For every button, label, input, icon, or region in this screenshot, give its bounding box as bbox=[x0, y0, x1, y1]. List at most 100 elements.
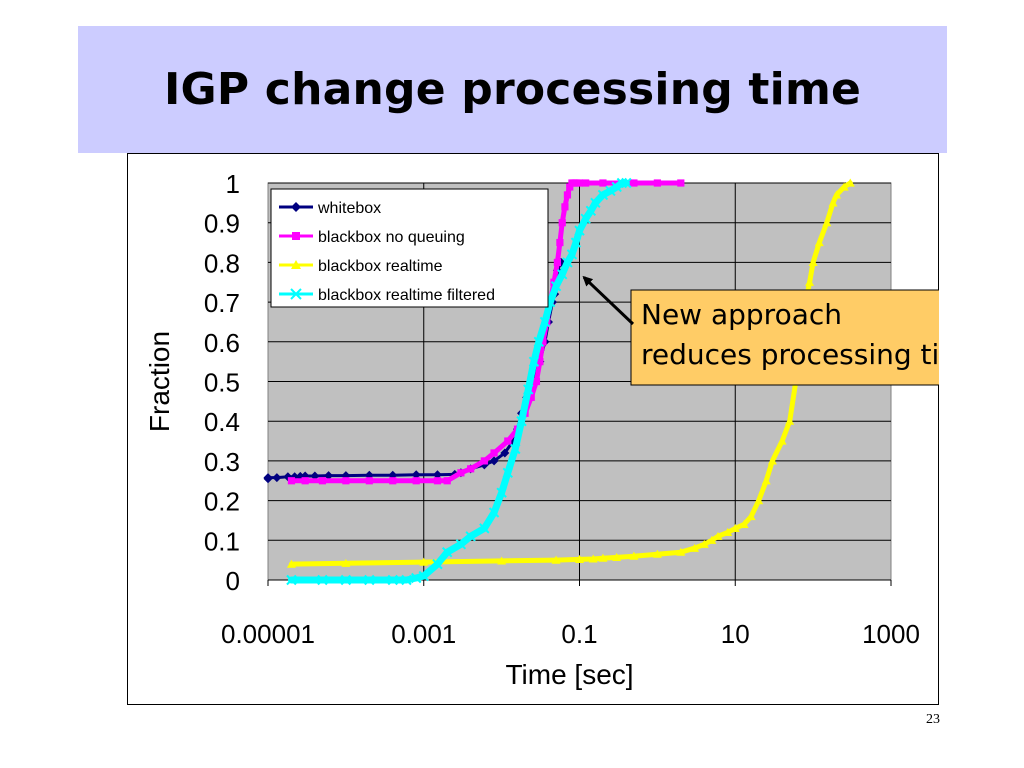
data-point bbox=[845, 178, 855, 187]
data-point bbox=[550, 278, 558, 286]
data-point bbox=[301, 477, 309, 485]
legend-label: blackbox no queuing bbox=[318, 229, 465, 246]
data-point bbox=[432, 558, 443, 570]
data-point bbox=[497, 556, 507, 565]
y-tick-label: 0.8 bbox=[204, 248, 240, 278]
data-point bbox=[516, 415, 527, 427]
data-point bbox=[566, 183, 574, 191]
data-point bbox=[730, 523, 740, 532]
x-tick-labels: 0.00001 0.001 0.1 10 1000 bbox=[221, 619, 920, 649]
series-4 bbox=[286, 177, 632, 586]
data-point bbox=[342, 477, 350, 485]
data-point bbox=[621, 177, 632, 189]
data-point bbox=[785, 416, 795, 425]
y-tick-label: 0.5 bbox=[204, 368, 240, 398]
data-point bbox=[324, 471, 334, 481]
page-number: 23 bbox=[926, 712, 940, 727]
data-point bbox=[699, 539, 709, 548]
legend-item: blackbox realtime bbox=[279, 258, 443, 275]
data-point bbox=[598, 553, 608, 562]
data-point bbox=[467, 465, 475, 473]
data-point bbox=[713, 531, 723, 540]
data-point bbox=[536, 358, 544, 366]
data-point bbox=[599, 179, 607, 187]
y-tick-label: 0.9 bbox=[204, 209, 240, 239]
data-point bbox=[653, 179, 661, 187]
data-point bbox=[532, 377, 541, 386]
data-point bbox=[822, 218, 832, 227]
data-point bbox=[561, 203, 569, 211]
y-tick-label: 1 bbox=[226, 169, 240, 199]
data-point bbox=[488, 507, 500, 518]
data-point bbox=[286, 559, 296, 568]
data-point bbox=[443, 477, 451, 485]
data-point bbox=[480, 457, 488, 465]
data-point bbox=[479, 523, 490, 534]
data-point bbox=[676, 547, 686, 556]
data-point bbox=[457, 469, 465, 477]
y-tick-label: 0.2 bbox=[204, 487, 240, 517]
data-point bbox=[272, 473, 282, 483]
data-point bbox=[389, 477, 397, 485]
legend-marker bbox=[291, 202, 301, 212]
data-point bbox=[419, 557, 429, 566]
data-point bbox=[286, 574, 297, 586]
y-tick-label: 0.7 bbox=[204, 288, 240, 318]
legend-box bbox=[270, 188, 549, 308]
data-point bbox=[761, 476, 771, 485]
legend-item: blackbox realtime filtered bbox=[279, 287, 495, 304]
data-point bbox=[310, 471, 320, 481]
data-point bbox=[500, 448, 510, 458]
data-point bbox=[570, 237, 582, 248]
data-point bbox=[340, 574, 352, 586]
legend-item: whitebox bbox=[279, 200, 381, 217]
data-point bbox=[412, 477, 420, 485]
data-point bbox=[616, 177, 628, 189]
annotation-callout: New approach reduces processing time bbox=[582, 275, 939, 386]
data-point bbox=[433, 477, 442, 485]
data-point bbox=[364, 574, 375, 586]
data-point bbox=[588, 554, 598, 563]
annotation-text: New approach bbox=[641, 298, 842, 331]
data-point bbox=[489, 456, 499, 466]
data-point bbox=[411, 470, 421, 480]
data-point bbox=[746, 511, 756, 521]
data-point bbox=[365, 477, 373, 485]
data-point bbox=[562, 257, 573, 268]
data-point bbox=[539, 338, 547, 346]
title-band: IGP change processing time bbox=[78, 26, 947, 153]
data-point bbox=[533, 336, 544, 348]
data-point bbox=[605, 185, 616, 197]
cdf-chart: 00.10.20.30.40.50.60.70.80.91 0.00001 0.0… bbox=[144, 169, 939, 690]
data-point bbox=[465, 531, 476, 542]
data-point bbox=[263, 473, 273, 483]
data-point bbox=[539, 316, 551, 328]
legend-item: blackbox no queuing bbox=[279, 229, 465, 246]
data-point bbox=[563, 191, 572, 199]
legend-label: blackbox realtime filtered bbox=[318, 287, 495, 304]
y-tick-label: 0 bbox=[226, 566, 240, 596]
data-point bbox=[502, 467, 513, 479]
annotation-box bbox=[630, 289, 939, 386]
legend-label: whitebox bbox=[317, 200, 381, 217]
data-point bbox=[839, 182, 849, 191]
data-point bbox=[504, 437, 512, 445]
data-point bbox=[707, 535, 717, 544]
annotation-text: reduces processing time bbox=[641, 338, 939, 371]
legend: whitebox blackbox no queuing blackbox real… bbox=[270, 188, 549, 308]
legend-label: blackbox realtime bbox=[318, 258, 443, 275]
legend-marker bbox=[292, 232, 300, 240]
data-point bbox=[401, 574, 412, 586]
y-axis-label: Fraction bbox=[144, 331, 175, 432]
data-point bbox=[814, 238, 824, 247]
data-point bbox=[441, 547, 453, 558]
data-point bbox=[523, 384, 534, 395]
x-tick-label: 0.001 bbox=[391, 619, 456, 649]
data-point bbox=[496, 487, 507, 498]
y-tick-labels: 0 0.1 0.2 0.3 0.4 0.5 0.6 0.7 0.8 0.9 1 bbox=[204, 169, 240, 596]
data-point bbox=[677, 179, 685, 187]
x-tick-label: 0.00001 bbox=[221, 619, 315, 649]
data-point bbox=[528, 356, 540, 367]
legend-marker bbox=[290, 288, 302, 300]
data-point bbox=[777, 436, 787, 445]
